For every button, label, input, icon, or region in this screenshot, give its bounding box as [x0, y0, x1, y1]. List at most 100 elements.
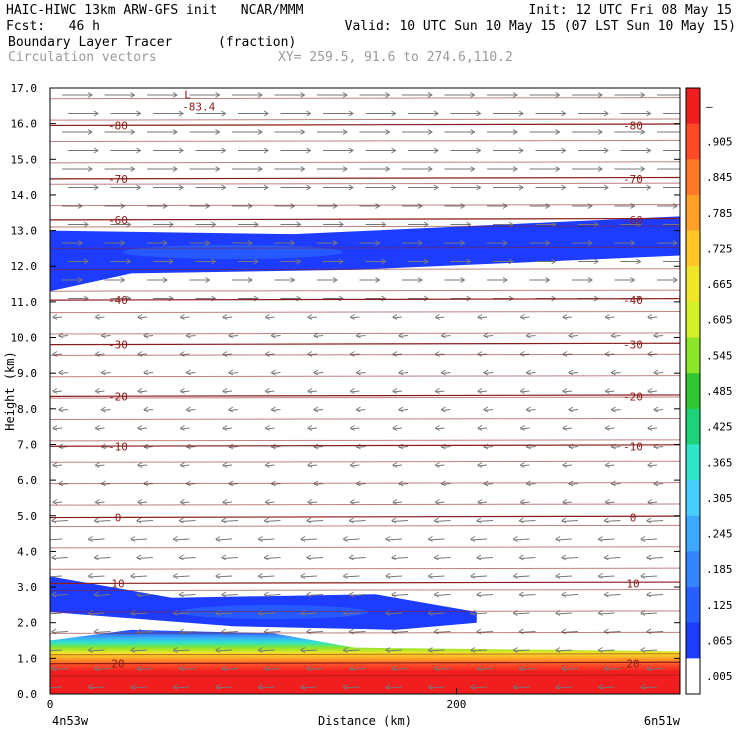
vector-shaft	[300, 575, 318, 578]
wind-vector	[646, 517, 664, 524]
wind-vector	[519, 462, 530, 468]
vector-head	[561, 591, 567, 598]
wind-vector	[604, 314, 615, 320]
vector-head	[348, 110, 354, 117]
vector-head	[460, 240, 466, 246]
vector-head	[332, 240, 338, 246]
vector-shaft	[136, 668, 154, 670]
wind-vector	[323, 258, 344, 265]
colorbar-label: .305	[706, 492, 733, 505]
wind-vector	[172, 647, 190, 653]
vector-head	[440, 332, 446, 339]
wind-vector	[270, 406, 281, 413]
vector-shaft	[173, 575, 190, 578]
wind-vector	[408, 295, 429, 302]
isotherm-line	[50, 439, 680, 442]
vector-head	[512, 166, 518, 172]
vector-shaft	[555, 575, 573, 578]
vector-shaft	[130, 686, 148, 689]
vector-head	[348, 554, 354, 561]
vector-head	[263, 517, 269, 524]
vector-head	[512, 647, 518, 653]
wind-vector	[647, 314, 658, 320]
wind-vector	[529, 240, 551, 246]
vector-head	[247, 277, 253, 283]
vector-shaft	[179, 631, 196, 633]
wind-vector	[529, 129, 561, 135]
vector-head	[257, 573, 263, 579]
wind-vector	[365, 147, 397, 154]
wind-vector	[87, 684, 105, 690]
vector-head	[476, 110, 482, 117]
wind-vector	[153, 258, 174, 265]
isotherm-line	[50, 653, 680, 656]
wind-vector	[348, 591, 366, 598]
wind-vector	[385, 647, 403, 653]
vector-head	[179, 462, 185, 468]
vector-head	[137, 388, 143, 394]
wind-vector	[349, 388, 360, 394]
wind-vector	[444, 129, 476, 135]
vector-head	[610, 406, 616, 413]
wind-vector	[172, 573, 190, 579]
wind-vector	[179, 425, 190, 431]
wind-vector	[572, 129, 603, 135]
wind-vector	[87, 610, 105, 616]
vector-shaft	[173, 686, 190, 689]
vector-head	[460, 203, 466, 209]
vector-head	[215, 573, 221, 579]
wind-vector	[512, 684, 530, 690]
wind-vector	[483, 406, 494, 413]
vector-shaft	[391, 520, 409, 522]
isotherm-line	[50, 567, 680, 570]
wind-vector	[94, 388, 105, 394]
y-tick-label: 12.0	[11, 260, 38, 273]
wind-vector	[433, 554, 451, 561]
vector-head	[391, 665, 397, 672]
vector-head	[296, 258, 302, 265]
vector-shaft	[343, 649, 360, 652]
vector-head	[130, 684, 136, 690]
isotherm-line	[50, 394, 680, 397]
vector-shaft	[306, 631, 324, 633]
vector-head	[561, 554, 567, 561]
wind-vector	[614, 166, 646, 172]
vector-head	[120, 277, 126, 283]
vector-head	[94, 499, 100, 505]
wind-vector	[450, 147, 482, 154]
wind-vector	[434, 462, 445, 468]
wind-vector	[657, 131, 680, 133]
wind-vector	[342, 536, 360, 542]
vector-head	[433, 628, 439, 635]
wind-vector	[136, 665, 154, 672]
wind-vector	[620, 258, 642, 265]
wind-vector	[653, 406, 664, 413]
vector-shaft	[646, 557, 664, 559]
wind-vector	[264, 425, 275, 431]
wind-vector	[232, 129, 263, 135]
isotherm-label: -20	[108, 390, 128, 403]
wind-vector	[274, 203, 296, 209]
vector-head	[646, 517, 652, 524]
vector-head	[392, 462, 398, 468]
vector-head	[519, 351, 525, 357]
wind-vector	[518, 591, 536, 598]
wind-vector	[597, 536, 615, 542]
wind-vector	[427, 647, 445, 653]
wind-vector	[221, 591, 239, 598]
vector-head	[392, 499, 398, 505]
wind-vector	[519, 425, 530, 431]
vector-head	[296, 295, 302, 302]
vector-shaft	[50, 649, 63, 652]
isotherm-label: 0	[630, 512, 637, 525]
vector-head	[136, 110, 142, 117]
wind-vector	[300, 536, 318, 542]
y-tick-label: 14.0	[11, 189, 38, 202]
y-tick-label: 0.0	[17, 688, 37, 701]
wind-vector	[232, 92, 263, 98]
isotherm-label: -40	[108, 294, 128, 307]
vector-head	[561, 517, 567, 524]
vector-head	[646, 184, 652, 191]
vector-head	[136, 591, 142, 598]
wind-vector	[525, 480, 536, 487]
